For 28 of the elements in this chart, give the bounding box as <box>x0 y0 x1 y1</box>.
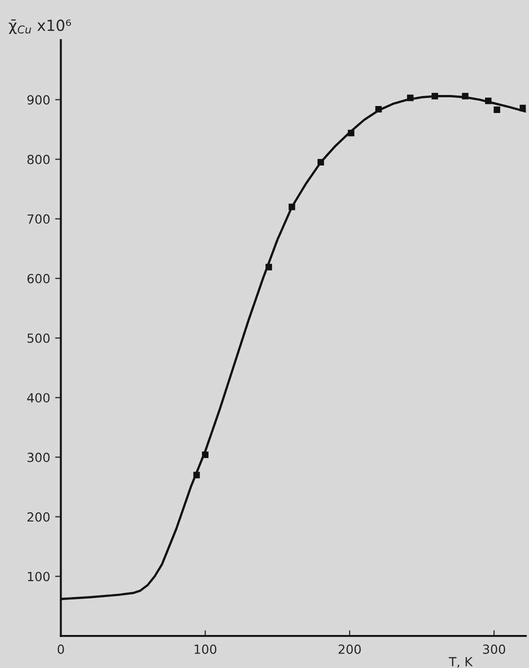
point <box>288 204 296 210</box>
point <box>375 106 382 112</box>
x-tick-label: 0 <box>58 644 64 654</box>
y-axis-title: χ̄$_{Cu}$ x10⁶ <box>8 19 71 34</box>
point <box>485 98 492 104</box>
point <box>462 92 468 100</box>
point <box>348 130 354 136</box>
point <box>318 158 324 166</box>
point <box>520 104 526 112</box>
y-tick-label: 600 <box>27 274 50 284</box>
point <box>266 264 272 270</box>
x-axis-title: T, K <box>448 657 473 668</box>
point <box>202 452 208 458</box>
y-tick-label: 500 <box>28 333 50 343</box>
x-tick-label: 200 <box>338 644 361 654</box>
y-tick-label: 800 <box>27 154 50 164</box>
x-tick-label: 300 <box>483 644 506 654</box>
y-tick-label: 200 <box>27 512 50 522</box>
y-tick-label: 100 <box>28 572 50 582</box>
point <box>193 472 200 478</box>
y-tick-label: 400 <box>27 393 50 403</box>
y-tick-label: 300 <box>28 452 50 462</box>
y-tick-label: 700 <box>28 214 50 224</box>
point <box>432 92 438 100</box>
point <box>407 94 414 102</box>
point <box>494 106 500 114</box>
x-tick-label: 100 <box>194 644 216 654</box>
y-tick-label: 900 <box>27 95 50 105</box>
